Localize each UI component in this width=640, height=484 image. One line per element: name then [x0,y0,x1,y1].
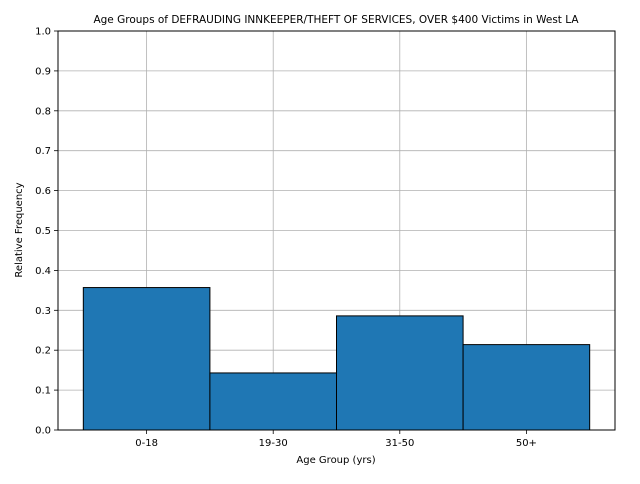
bar-50+ [462,344,591,431]
x-axis-ticks: 0-18 19-30 31-50 50+ [135,430,537,449]
y-tick-label: 0.4 [35,266,51,277]
bar-0-18 [82,287,211,431]
y-tick-label: 0.7 [35,146,51,157]
y-axis-ticks: 0.0 0.1 0.2 0.3 0.4 0.5 0.6 0.7 0.8 0.9 1.0 [35,27,58,437]
y-tick-label: 0.1 [35,386,51,397]
y-tick-label: 0.6 [35,186,51,197]
y-tick-label: 0.5 [35,226,51,237]
y-tick-label: 0.3 [35,306,51,317]
bar-31-50 [336,315,464,431]
y-tick-label: 0.8 [35,106,51,117]
bars [82,287,591,431]
x-tick-label: 31-50 [385,438,414,449]
y-tick-label: 0.2 [35,346,51,357]
y-tick-label: 0.0 [35,426,51,437]
x-tick-label: 0-18 [135,438,158,449]
y-tick-label: 0.9 [35,66,51,77]
chart-title: Age Groups of DEFRAUDING INNKEEPER/THEFT… [93,14,579,26]
bar-19-30 [209,372,337,431]
x-tick-label: 19-30 [259,438,288,449]
x-axis-label: Age Group (yrs) [296,455,375,466]
y-axis-label: Relative Frequency [14,182,25,277]
x-tick-label: 50+ [516,438,537,449]
y-tick-label: 1.0 [35,27,51,38]
